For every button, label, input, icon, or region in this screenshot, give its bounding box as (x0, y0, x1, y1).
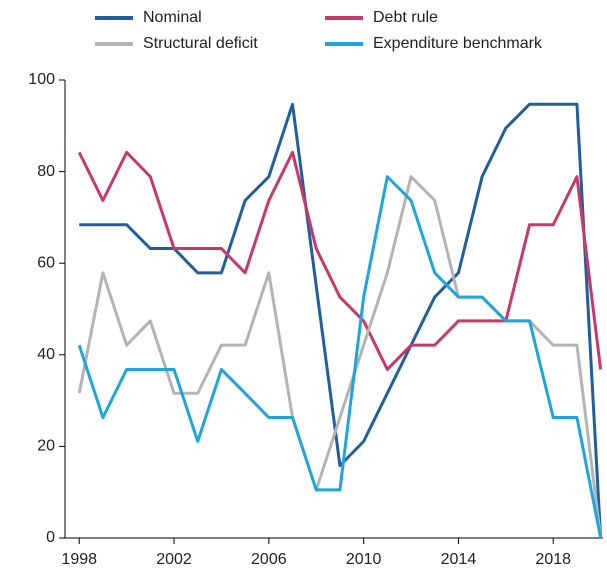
y-tick-label: 20 (37, 438, 55, 455)
legend-label: Expenditure benchmark (373, 35, 543, 52)
x-tick-label: 2002 (156, 551, 192, 568)
series-line (77, 175, 603, 539)
legend-label: Structural deficit (143, 35, 258, 52)
legend-label: Nominal (143, 9, 202, 26)
y-tick-label: 100 (28, 71, 55, 88)
x-tick-label: 2014 (441, 551, 477, 568)
series-line (79, 102, 603, 539)
x-tick-label: 1998 (61, 551, 97, 568)
x-tick-label: 2018 (535, 551, 571, 568)
x-tick-label: 2010 (346, 551, 382, 568)
series-line (77, 150, 603, 371)
y-tick-label: 0 (46, 529, 55, 546)
x-tick-label: 2006 (251, 551, 287, 568)
legend-label: Debt rule (373, 9, 438, 26)
y-tick-label: 40 (37, 346, 55, 363)
y-tick-label: 60 (37, 254, 55, 271)
y-tick-label: 80 (37, 163, 55, 180)
